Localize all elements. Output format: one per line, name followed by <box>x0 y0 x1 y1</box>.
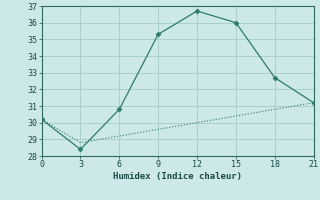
X-axis label: Humidex (Indice chaleur): Humidex (Indice chaleur) <box>113 172 242 181</box>
